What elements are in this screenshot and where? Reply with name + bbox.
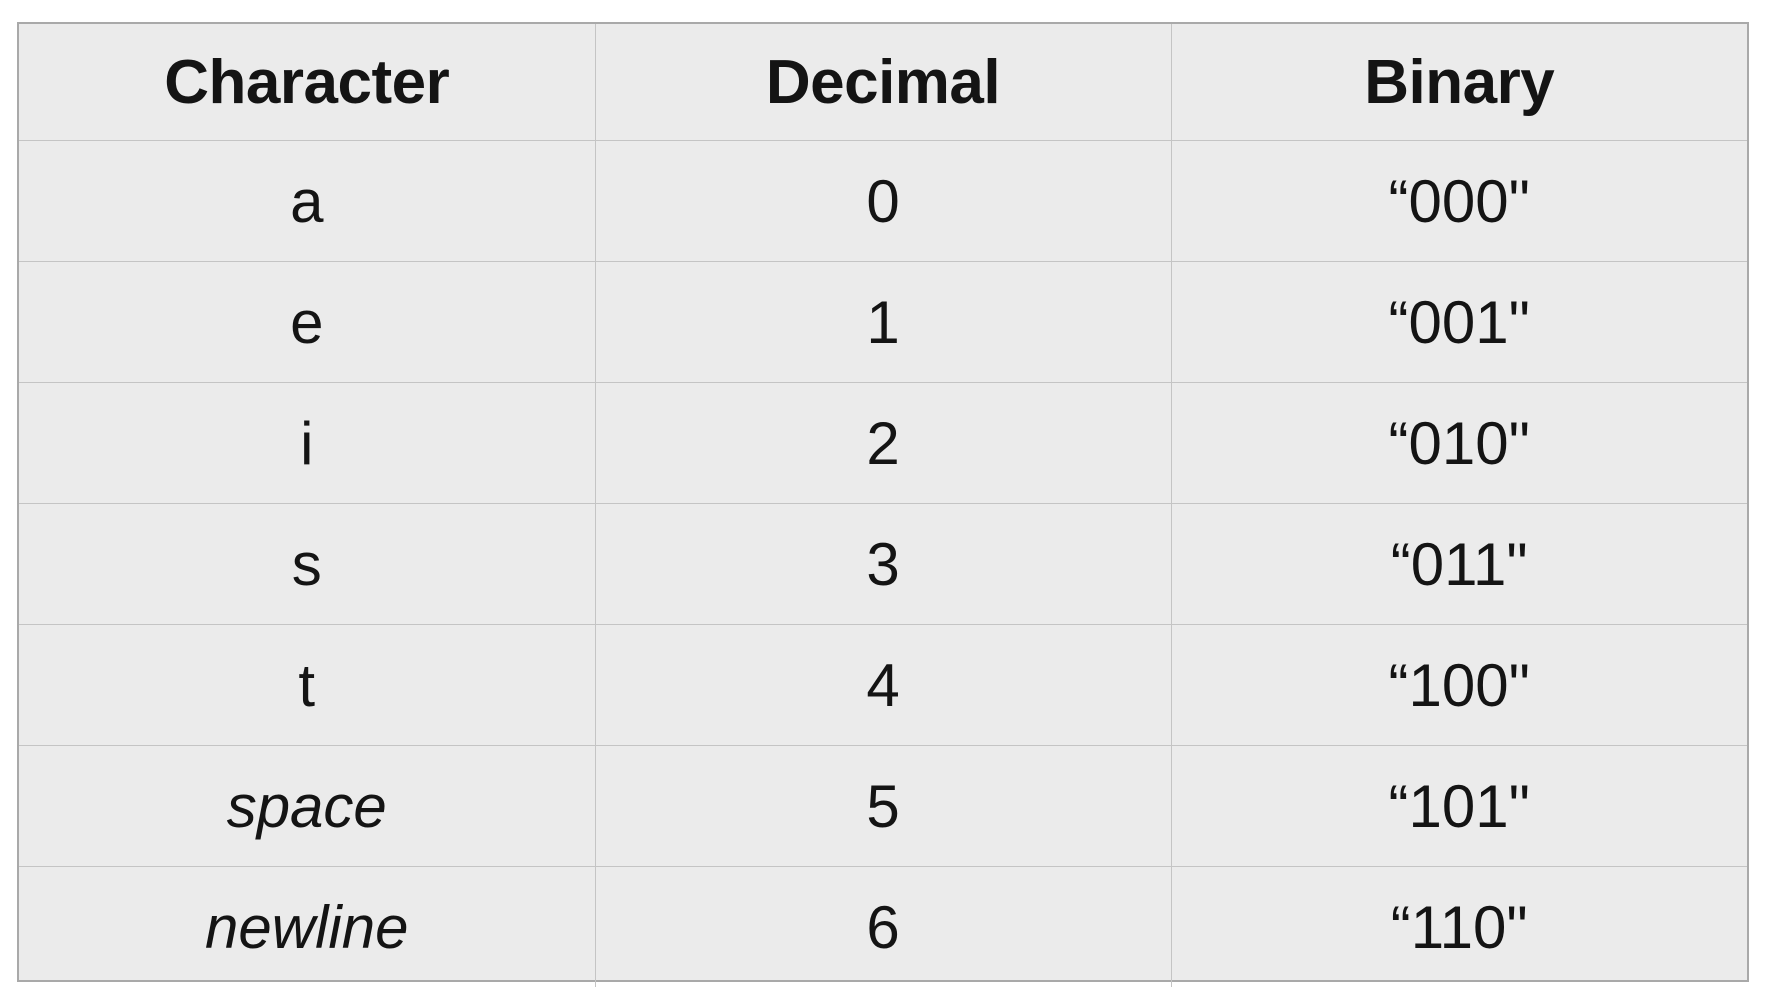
encoding-table-container: Character Decimal Binary a 0 “000" e 1 “… (17, 22, 1749, 987)
character-cell: i (19, 382, 596, 504)
binary-cell: “100" (1170, 624, 1747, 746)
header-character: Character (19, 24, 596, 141)
table-row: space 5 “101" (19, 745, 1747, 867)
decimal-cell: 6 (594, 866, 1172, 987)
decimal-cell: 5 (594, 745, 1172, 867)
header-row: Character Decimal Binary (19, 24, 1747, 141)
binary-cell: “011" (1170, 503, 1747, 625)
binary-cell: “101" (1170, 745, 1747, 867)
encoding-table: Character Decimal Binary a 0 “000" e 1 “… (19, 24, 1747, 987)
character-cell: s (19, 503, 596, 625)
header-binary: Binary (1170, 24, 1747, 141)
decimal-cell: 4 (594, 624, 1172, 746)
character-cell: space (19, 745, 596, 867)
character-cell: a (19, 140, 596, 262)
header-decimal: Decimal (594, 24, 1172, 141)
binary-cell: “110" (1170, 866, 1747, 987)
table-row: e 1 “001" (19, 261, 1747, 383)
binary-cell: “001" (1170, 261, 1747, 383)
binary-cell: “010" (1170, 382, 1747, 504)
table-row: a 0 “000" (19, 140, 1747, 262)
character-cell: newline (19, 866, 596, 987)
decimal-cell: 0 (594, 140, 1172, 262)
table-row: newline 6 “110" (19, 866, 1747, 987)
table-row: i 2 “010" (19, 382, 1747, 504)
binary-cell: “000" (1170, 140, 1747, 262)
decimal-cell: 3 (594, 503, 1172, 625)
decimal-cell: 1 (594, 261, 1172, 383)
table-row: t 4 “100" (19, 624, 1747, 746)
table-row: s 3 “011" (19, 503, 1747, 625)
decimal-cell: 2 (594, 382, 1172, 504)
character-cell: e (19, 261, 596, 383)
character-cell: t (19, 624, 596, 746)
